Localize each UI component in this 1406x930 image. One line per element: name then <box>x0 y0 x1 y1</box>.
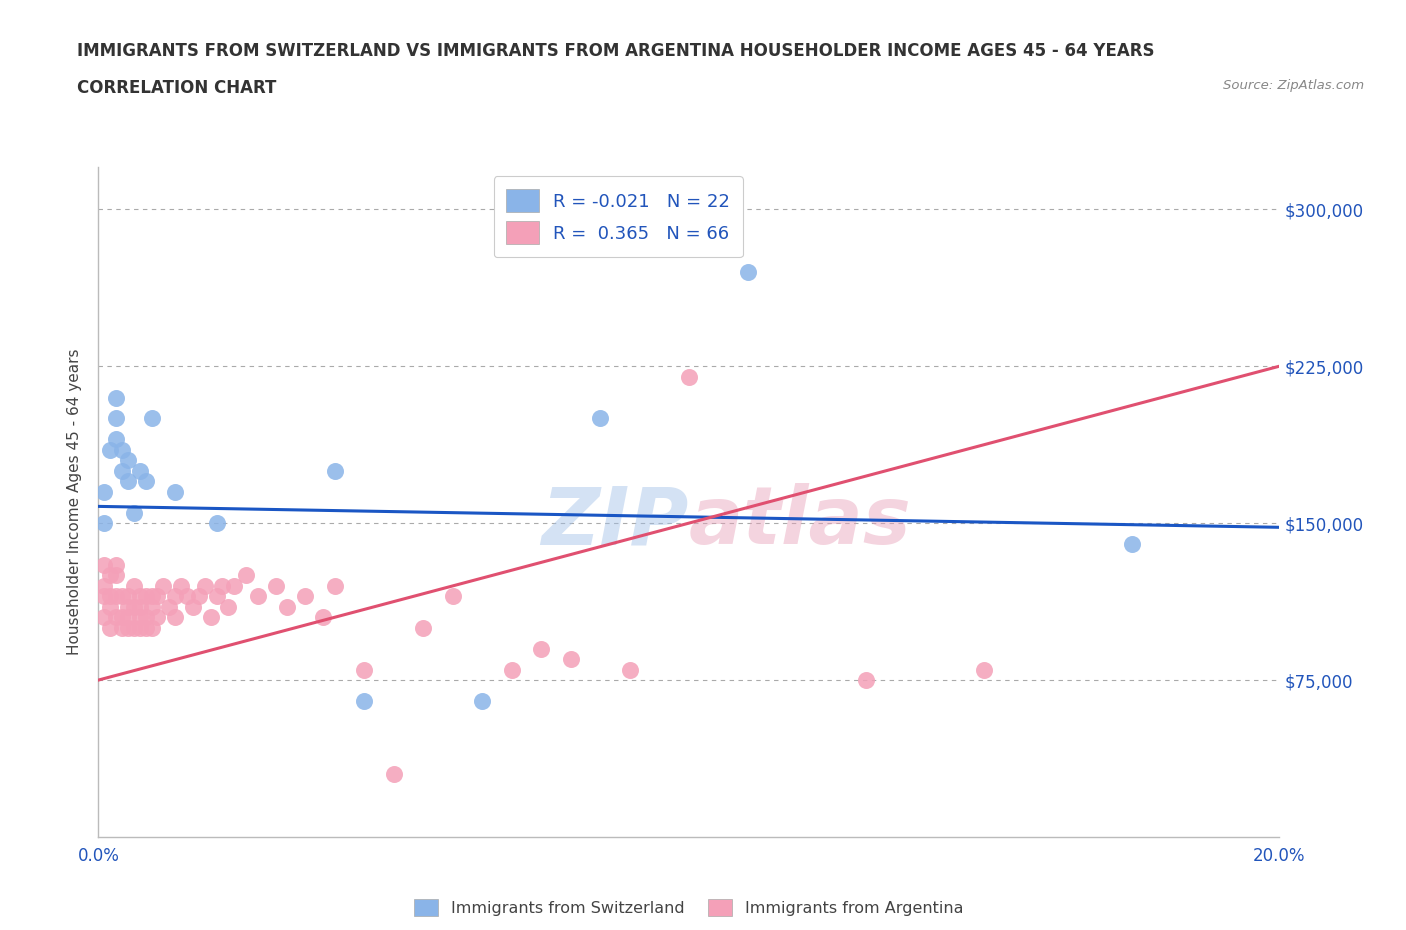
Point <box>165 485 187 499</box>
Text: IMMIGRANTS FROM SWITZERLAND VS IMMIGRANTS FROM ARGENTINA HOUSEHOLDER INCOME AGES: IMMIGRANTS FROM SWITZERLAND VS IMMIGRANT… <box>77 42 1154 60</box>
Point <box>117 453 139 468</box>
Point <box>589 411 612 426</box>
Text: ZIP: ZIP <box>541 484 689 562</box>
Text: Source: ZipAtlas.com: Source: ZipAtlas.com <box>1223 79 1364 92</box>
Point <box>165 610 187 625</box>
Point <box>217 600 239 615</box>
Point <box>353 662 375 677</box>
Point <box>157 600 180 615</box>
Point <box>93 610 115 625</box>
Point <box>678 369 700 384</box>
Point <box>117 589 139 604</box>
Point <box>135 610 157 625</box>
Point <box>501 662 523 677</box>
Point <box>93 589 115 604</box>
Point <box>141 589 163 604</box>
Point <box>855 672 877 687</box>
Point <box>105 432 128 447</box>
Point <box>323 578 346 593</box>
Point <box>200 610 222 625</box>
Point <box>187 589 209 604</box>
Point <box>264 578 287 593</box>
Point <box>211 578 233 593</box>
Point <box>98 589 121 604</box>
Point <box>141 620 163 635</box>
Point <box>105 558 128 573</box>
Point <box>246 589 269 604</box>
Point <box>181 600 204 615</box>
Point <box>170 578 193 593</box>
Y-axis label: Householder Income Ages 45 - 64 years: Householder Income Ages 45 - 64 years <box>67 349 83 656</box>
Point <box>323 463 346 478</box>
Point <box>312 610 335 625</box>
Point <box>111 610 134 625</box>
Point <box>122 600 145 615</box>
Point <box>135 620 157 635</box>
Point <box>98 600 121 615</box>
Point <box>117 620 139 635</box>
Point <box>93 558 115 573</box>
Point <box>530 642 553 657</box>
Point <box>205 516 228 531</box>
Point <box>441 589 464 604</box>
Point <box>135 474 157 489</box>
Point <box>105 568 128 583</box>
Point <box>122 505 145 520</box>
Point <box>105 391 128 405</box>
Point <box>111 589 134 604</box>
Point <box>128 600 150 615</box>
Point <box>93 516 115 531</box>
Point <box>973 662 995 677</box>
Point <box>117 600 139 615</box>
Point <box>135 589 157 604</box>
Point <box>122 620 145 635</box>
Point <box>560 652 582 667</box>
Text: CORRELATION CHART: CORRELATION CHART <box>77 79 277 97</box>
Point <box>128 610 150 625</box>
Point <box>105 589 128 604</box>
Point <box>294 589 316 604</box>
Point <box>141 600 163 615</box>
Point <box>111 443 134 458</box>
Point <box>141 411 163 426</box>
Point <box>117 474 139 489</box>
Point <box>276 600 298 615</box>
Point <box>105 411 128 426</box>
Point <box>93 578 115 593</box>
Point <box>122 578 145 593</box>
Point <box>146 610 169 625</box>
Point <box>98 620 121 635</box>
Point <box>111 620 134 635</box>
Point <box>382 766 405 781</box>
Point <box>146 589 169 604</box>
Point <box>353 694 375 709</box>
Point <box>619 662 641 677</box>
Point <box>128 620 150 635</box>
Point <box>93 485 115 499</box>
Point <box>176 589 198 604</box>
Point <box>111 463 134 478</box>
Point <box>128 463 150 478</box>
Point <box>98 443 121 458</box>
Point <box>128 589 150 604</box>
Point <box>412 620 434 635</box>
Point <box>1121 537 1143 551</box>
Point <box>737 265 759 280</box>
Text: atlas: atlas <box>689 484 911 562</box>
Point <box>194 578 217 593</box>
Point <box>117 610 139 625</box>
Point <box>98 568 121 583</box>
Point <box>105 610 128 625</box>
Point <box>224 578 246 593</box>
Legend: Immigrants from Switzerland, Immigrants from Argentina: Immigrants from Switzerland, Immigrants … <box>408 893 970 923</box>
Point <box>471 694 494 709</box>
Point <box>165 589 187 604</box>
Point <box>205 589 228 604</box>
Point <box>235 568 257 583</box>
Point <box>152 578 174 593</box>
